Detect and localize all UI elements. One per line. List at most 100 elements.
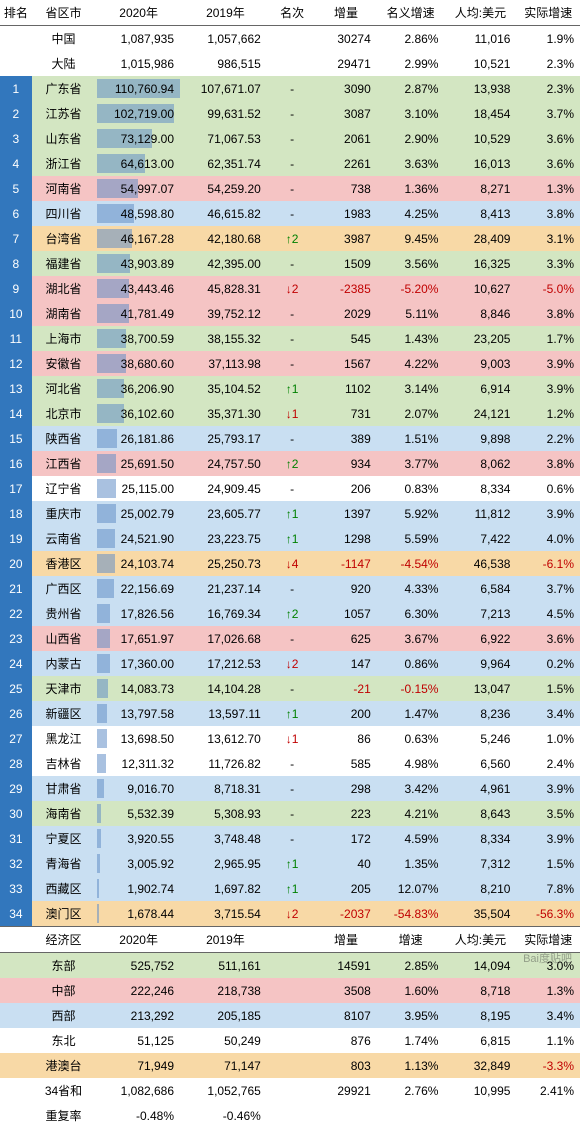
col2-inc: 增量	[315, 927, 376, 953]
y2020-cell: 3,005.92	[95, 851, 182, 876]
table-row: 21广西区22,156.6921,237.14-9204.33%6,5843.7…	[0, 576, 580, 601]
table-row: 5河南省54,997.0754,259.20-7381.36%8,2711.3%	[0, 176, 580, 201]
table-row: 12安徽省38,680.6037,113.98-15674.22%9,0033.…	[0, 351, 580, 376]
y2020-cell: 22,156.69	[95, 576, 182, 601]
rank-cell: 32	[0, 851, 32, 876]
table-row: 14北京市36,102.6035,371.30↓17312.07%24,1211…	[0, 401, 580, 426]
table-row: 24内蒙古17,360.0017,212.53↓21470.86%9,9640.…	[0, 651, 580, 676]
rank-cell: 3	[0, 126, 32, 151]
col-ngr: 名义增速	[377, 0, 445, 26]
summary-rows: 中国1,087,9351,057,662302742.86%11,0161.9%…	[0, 26, 580, 77]
rank-cell: 13	[0, 376, 32, 401]
y2020-cell: 17,651.97	[95, 626, 182, 651]
table-row: 22贵州省17,826.5616,769.34↑210576.30%7,2134…	[0, 601, 580, 626]
col2-blank	[0, 927, 32, 953]
rank-cell: 31	[0, 826, 32, 851]
rank-cell: 10	[0, 301, 32, 326]
table-row: 31宁夏区3,920.553,748.48-1724.59%8,3343.9%	[0, 826, 580, 851]
summary-row: 大陆1,015,986986,515294712.99%10,5212.3%	[0, 51, 580, 76]
col-inc: 增量	[315, 0, 376, 26]
rank-cell: 2	[0, 101, 32, 126]
table-row: 30海南省5,532.395,308.93-2234.21%8,6433.5%	[0, 801, 580, 826]
col2-y2019: 2019年	[182, 927, 269, 953]
col2-gr: 增速	[377, 927, 445, 953]
y2020-cell: 25,691.50	[95, 451, 182, 476]
table-row: 18重庆市25,002.7923,605.77↑113975.92%11,812…	[0, 501, 580, 526]
y2020-cell: 25,115.00	[95, 476, 182, 501]
y2020-cell: 24,521.90	[95, 526, 182, 551]
col2-y2020: 2020年	[95, 927, 182, 953]
y2020-cell: 38,680.60	[95, 351, 182, 376]
rank-cell: 16	[0, 451, 32, 476]
y2020-cell: 13,698.50	[95, 726, 182, 751]
y2020-cell: 102,719.00	[95, 101, 182, 126]
table-row: 20香港区24,103.7425,250.73↓4-1147-4.54%46,5…	[0, 551, 580, 576]
rank-cell: 7	[0, 226, 32, 251]
table-row: 13河北省36,206.9035,104.52↑111023.14%6,9143…	[0, 376, 580, 401]
region-row: 东部525,752511,161145912.85%14,0943.0%	[0, 953, 580, 979]
col-y2019: 2019年	[182, 0, 269, 26]
col-rc: 名次	[269, 0, 316, 26]
rank-cell: 20	[0, 551, 32, 576]
rank-cell: 34	[0, 901, 32, 927]
table-row: 25天津市14,083.7314,104.28--21-0.15%13,0471…	[0, 676, 580, 701]
table-row: 9湖北省43,443.4645,828.31↓2-2385-5.20%10,62…	[0, 276, 580, 301]
y2020-cell: 43,443.46	[95, 276, 182, 301]
rank-cell: 1	[0, 76, 32, 101]
table-row: 10湖南省41,781.4939,752.12-20295.11%8,8463.…	[0, 301, 580, 326]
rank-cell: 11	[0, 326, 32, 351]
y2020-cell: 14,083.73	[95, 676, 182, 701]
rank-cell: 23	[0, 626, 32, 651]
rank-cell: 18	[0, 501, 32, 526]
table-row: 34澳门区1,678.443,715.54↓2-2037-54.83%35,50…	[0, 901, 580, 927]
rank-cell: 9	[0, 276, 32, 301]
table-row: 26新疆区13,797.5813,597.11↑12001.47%8,2363.…	[0, 701, 580, 726]
y2020-cell: 38,700.59	[95, 326, 182, 351]
col-prov: 省区市	[32, 0, 96, 26]
table-row: 3山东省73,129.0071,067.53-20612.90%10,5293.…	[0, 126, 580, 151]
rank-cell: 30	[0, 801, 32, 826]
table-row: 2江苏省102,719.0099,631.52-30873.10%18,4543…	[0, 101, 580, 126]
y2020-cell: 26,181.86	[95, 426, 182, 451]
summary-row: 中国1,087,9351,057,662302742.86%11,0161.9%	[0, 26, 580, 52]
col-rgr: 实际增速	[516, 0, 580, 26]
y2020-cell: 13,797.58	[95, 701, 182, 726]
rank-cell: 28	[0, 751, 32, 776]
table-row: 27黑龙江13,698.5013,612.70↓1860.63%5,2461.0…	[0, 726, 580, 751]
table-row: 17辽宁省25,115.0024,909.45-2060.83%8,3340.6…	[0, 476, 580, 501]
rank-cell: 24	[0, 651, 32, 676]
col-rank: 排名	[0, 0, 32, 26]
rank-cell: 21	[0, 576, 32, 601]
y2020-cell: 73,129.00	[95, 126, 182, 151]
y2020-cell: 12,311.32	[95, 751, 182, 776]
table-row: 16江西省25,691.5024,757.50↑29343.77%8,0623.…	[0, 451, 580, 476]
rank-cell: 8	[0, 251, 32, 276]
region-row: 东北51,12550,2498761.74%6,8151.1%	[0, 1028, 580, 1053]
y2020-cell: 3,920.55	[95, 826, 182, 851]
rank-cell: 14	[0, 401, 32, 426]
table-row: 19云南省24,521.9023,223.75↑112985.59%7,4224…	[0, 526, 580, 551]
rank-cell: 6	[0, 201, 32, 226]
y2020-cell: 64,613.00	[95, 151, 182, 176]
rank-cell: 5	[0, 176, 32, 201]
table-row: 32青海省3,005.922,965.95↑1401.35%7,3121.5%	[0, 851, 580, 876]
y2020-cell: 41,781.49	[95, 301, 182, 326]
region-row: 34省和1,082,6861,052,765299212.76%10,9952.…	[0, 1078, 580, 1103]
rank-cell: 27	[0, 726, 32, 751]
col-y2020: 2020年	[95, 0, 182, 26]
col2-blank	[269, 927, 316, 953]
table-row: 11上海市38,700.5938,155.32-5451.43%23,2051.…	[0, 326, 580, 351]
y2020-cell: 54,997.07	[95, 176, 182, 201]
y2020-cell: 36,206.90	[95, 376, 182, 401]
rank-cell: 22	[0, 601, 32, 626]
col2-rgr: 实际增速	[516, 927, 580, 953]
watermark: Bai度贴吧	[523, 950, 572, 966]
province-rows: 1广东省110,760.94107,671.07-30902.87%13,938…	[0, 76, 580, 927]
region-row: 中部222,246218,73835081.60%8,7181.3%	[0, 978, 580, 1003]
y2020-cell: 36,102.60	[95, 401, 182, 426]
y2020-cell: 48,598.80	[95, 201, 182, 226]
table-header: 排名省区市2020年2019年名次增量名义增速人均:美元实际增速	[0, 0, 580, 26]
y2020-cell: 5,532.39	[95, 801, 182, 826]
table-row: 6四川省48,598.8046,615.82-19834.25%8,4133.8…	[0, 201, 580, 226]
y2020-cell: 110,760.94	[95, 76, 182, 101]
